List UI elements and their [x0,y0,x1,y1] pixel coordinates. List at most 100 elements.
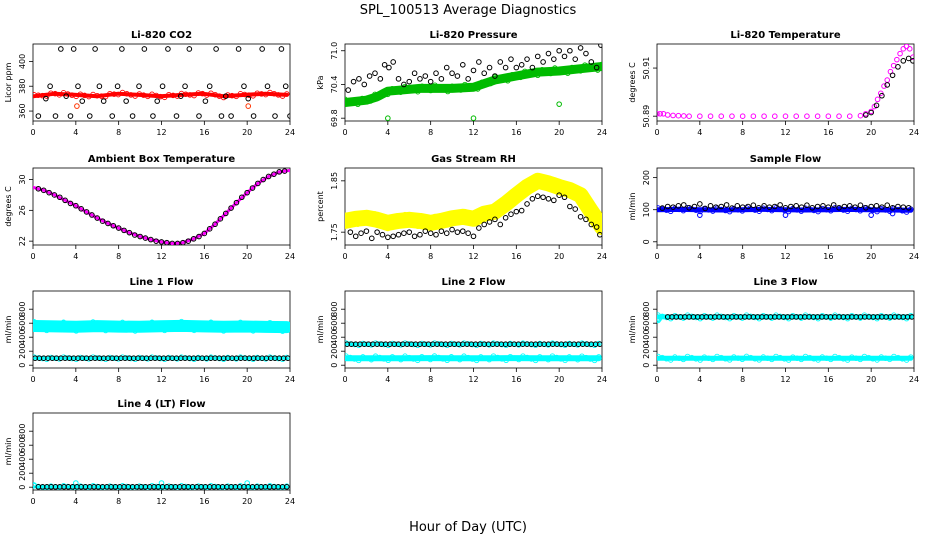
x-tick-label: 12 [156,252,166,261]
x-tick-label: 0 [342,128,347,137]
y-tick-label: 200 [18,344,27,359]
y-tick-label: 71.0 [330,42,339,60]
data-point [80,99,85,104]
series-3 [75,104,251,109]
x-tick-label: 8 [428,128,433,137]
data-point [434,71,439,76]
data-point [708,114,713,119]
panel-title: Li-820 CO2 [131,30,192,41]
plot-area [32,319,290,361]
y-tick-label: 600 [642,316,651,331]
x-tick-label: 20 [242,252,252,261]
x-tick-label: 12 [468,252,478,261]
data-point [498,60,503,65]
data-point [724,203,729,208]
data-point [391,234,396,239]
panel-title: Gas Stream RH [431,154,516,165]
data-point [783,213,788,218]
data-point [369,236,374,241]
plot-area [343,176,605,241]
data-point [482,71,487,76]
data-point [535,54,540,59]
data-point [568,48,573,53]
x-tick-label: 12 [468,128,478,137]
data-point [93,47,98,52]
x-tick-label: 24 [597,252,607,261]
panel-ylabel: ml/min [628,193,637,221]
panel-ylabel: degrees C [628,62,637,103]
plot-area [655,44,916,118]
data-point [898,51,903,56]
y-tick-label: 50.91 [642,57,651,80]
data-point [740,114,745,119]
x-tick-label: 12 [156,497,166,506]
data-point [36,114,41,119]
data-point [514,209,519,214]
plot-frame [345,168,602,245]
panel-ylabel: degrees C [4,186,13,227]
data-point [901,59,906,64]
data-point [412,234,417,239]
y-tick-label: 69.8 [330,109,339,127]
data-point [97,84,102,89]
y-tick-label: 200 [642,170,651,185]
x-tick-label: 16 [199,375,209,384]
x-tick-label: 8 [740,375,745,384]
x-tick-label: 12 [780,252,790,261]
data-point [423,74,428,79]
x-tick-label: 4 [697,128,702,137]
x-tick-label: 0 [30,252,35,261]
x-tick-label: 0 [654,128,659,137]
data-point [203,99,208,104]
plot-frame [657,168,914,245]
panel-ylabel: percent [316,191,325,222]
data-point [402,231,407,236]
data-point [503,65,508,70]
panel-title: Ambient Box Temperature [88,154,235,165]
panel-title: Line 2 Flow [442,277,506,288]
data-point [260,47,265,52]
data-point [885,78,890,83]
data-point [751,203,756,208]
data-point [719,114,724,119]
data-point [904,44,909,49]
x-tick-label: 0 [654,252,659,261]
panel-ylabel: ml/min [628,316,637,344]
x-tick-label: 20 [866,375,876,384]
data-point [896,65,901,70]
data-point [676,113,681,118]
data-point [346,88,351,93]
y-tick-label: 0 [18,363,27,368]
y-tick-label: 1.85 [330,172,339,190]
data-point [378,77,383,82]
y-tick-label: 22 [18,236,27,246]
data-point [142,47,147,52]
data-point [236,47,241,52]
x-tick-label: 4 [73,375,78,384]
x-tick-label: 24 [285,252,295,261]
y-tick-label: 0 [642,239,651,244]
data-point [503,215,508,220]
data-point [120,47,125,52]
x-tick-label: 8 [116,128,121,137]
x-tick-label: 24 [597,375,607,384]
data-point [890,73,895,78]
data-point [805,114,810,119]
data-point [412,71,417,76]
data-point [367,74,372,79]
y-tick-label: 400 [330,330,339,345]
data-point [519,208,524,213]
data-point [207,84,212,89]
data-point [901,47,906,52]
data-point [831,203,836,208]
y-tick-label: 70.4 [330,76,339,94]
data-point [869,213,874,218]
x-tick-label: 24 [285,128,295,137]
x-tick-label: 8 [116,497,121,506]
data-point [895,57,900,62]
series-1 [343,176,605,231]
plot-frame [33,413,290,490]
